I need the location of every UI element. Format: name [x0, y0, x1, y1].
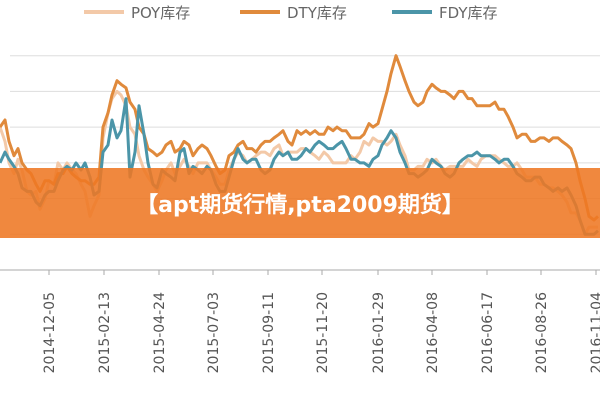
x-tick-label-11: 2016-11-04	[589, 292, 600, 373]
x-tick-label-1: 2014-12-05	[42, 292, 58, 373]
legend-item-0: POY库存	[84, 4, 190, 22]
x-tick-label-2: 2015-02-13	[97, 292, 113, 373]
legend-item-2: FDY库存	[392, 4, 498, 22]
x-tick-label-0: 2014-10-15	[0, 292, 4, 373]
title-banner: 【apt期货行情,pta2009期货】	[0, 168, 600, 238]
legend-label-0: POY库存	[131, 4, 190, 22]
banner-text: 【apt期货行情,pta2009期货】	[136, 193, 464, 218]
x-tick-label-8: 2016-04-08	[425, 292, 441, 373]
x-tick-label-4: 2015-07-03	[206, 292, 222, 373]
x-tick-label-9: 2016-06-17	[480, 292, 496, 373]
legend-item-1: DTY库存	[240, 4, 347, 22]
x-tick-label-5: 2015-09-11	[261, 292, 277, 373]
x-tick-label-6: 2015-11-20	[315, 292, 331, 373]
x-axis-ticks: 2014-10-15 2014-12-05 2015-02-13 2015-04-24…	[0, 270, 600, 373]
legend-label-1: DTY库存	[287, 4, 347, 22]
legend-label-2: FDY库存	[439, 4, 498, 22]
legend: POY库存 DTY库存 FDY库存	[84, 4, 498, 22]
x-tick-label-10: 2016-08-26	[534, 292, 550, 373]
x-tick-label-7: 2016-01-29	[371, 292, 387, 373]
x-tick-label-3: 2015-04-24	[152, 292, 168, 373]
